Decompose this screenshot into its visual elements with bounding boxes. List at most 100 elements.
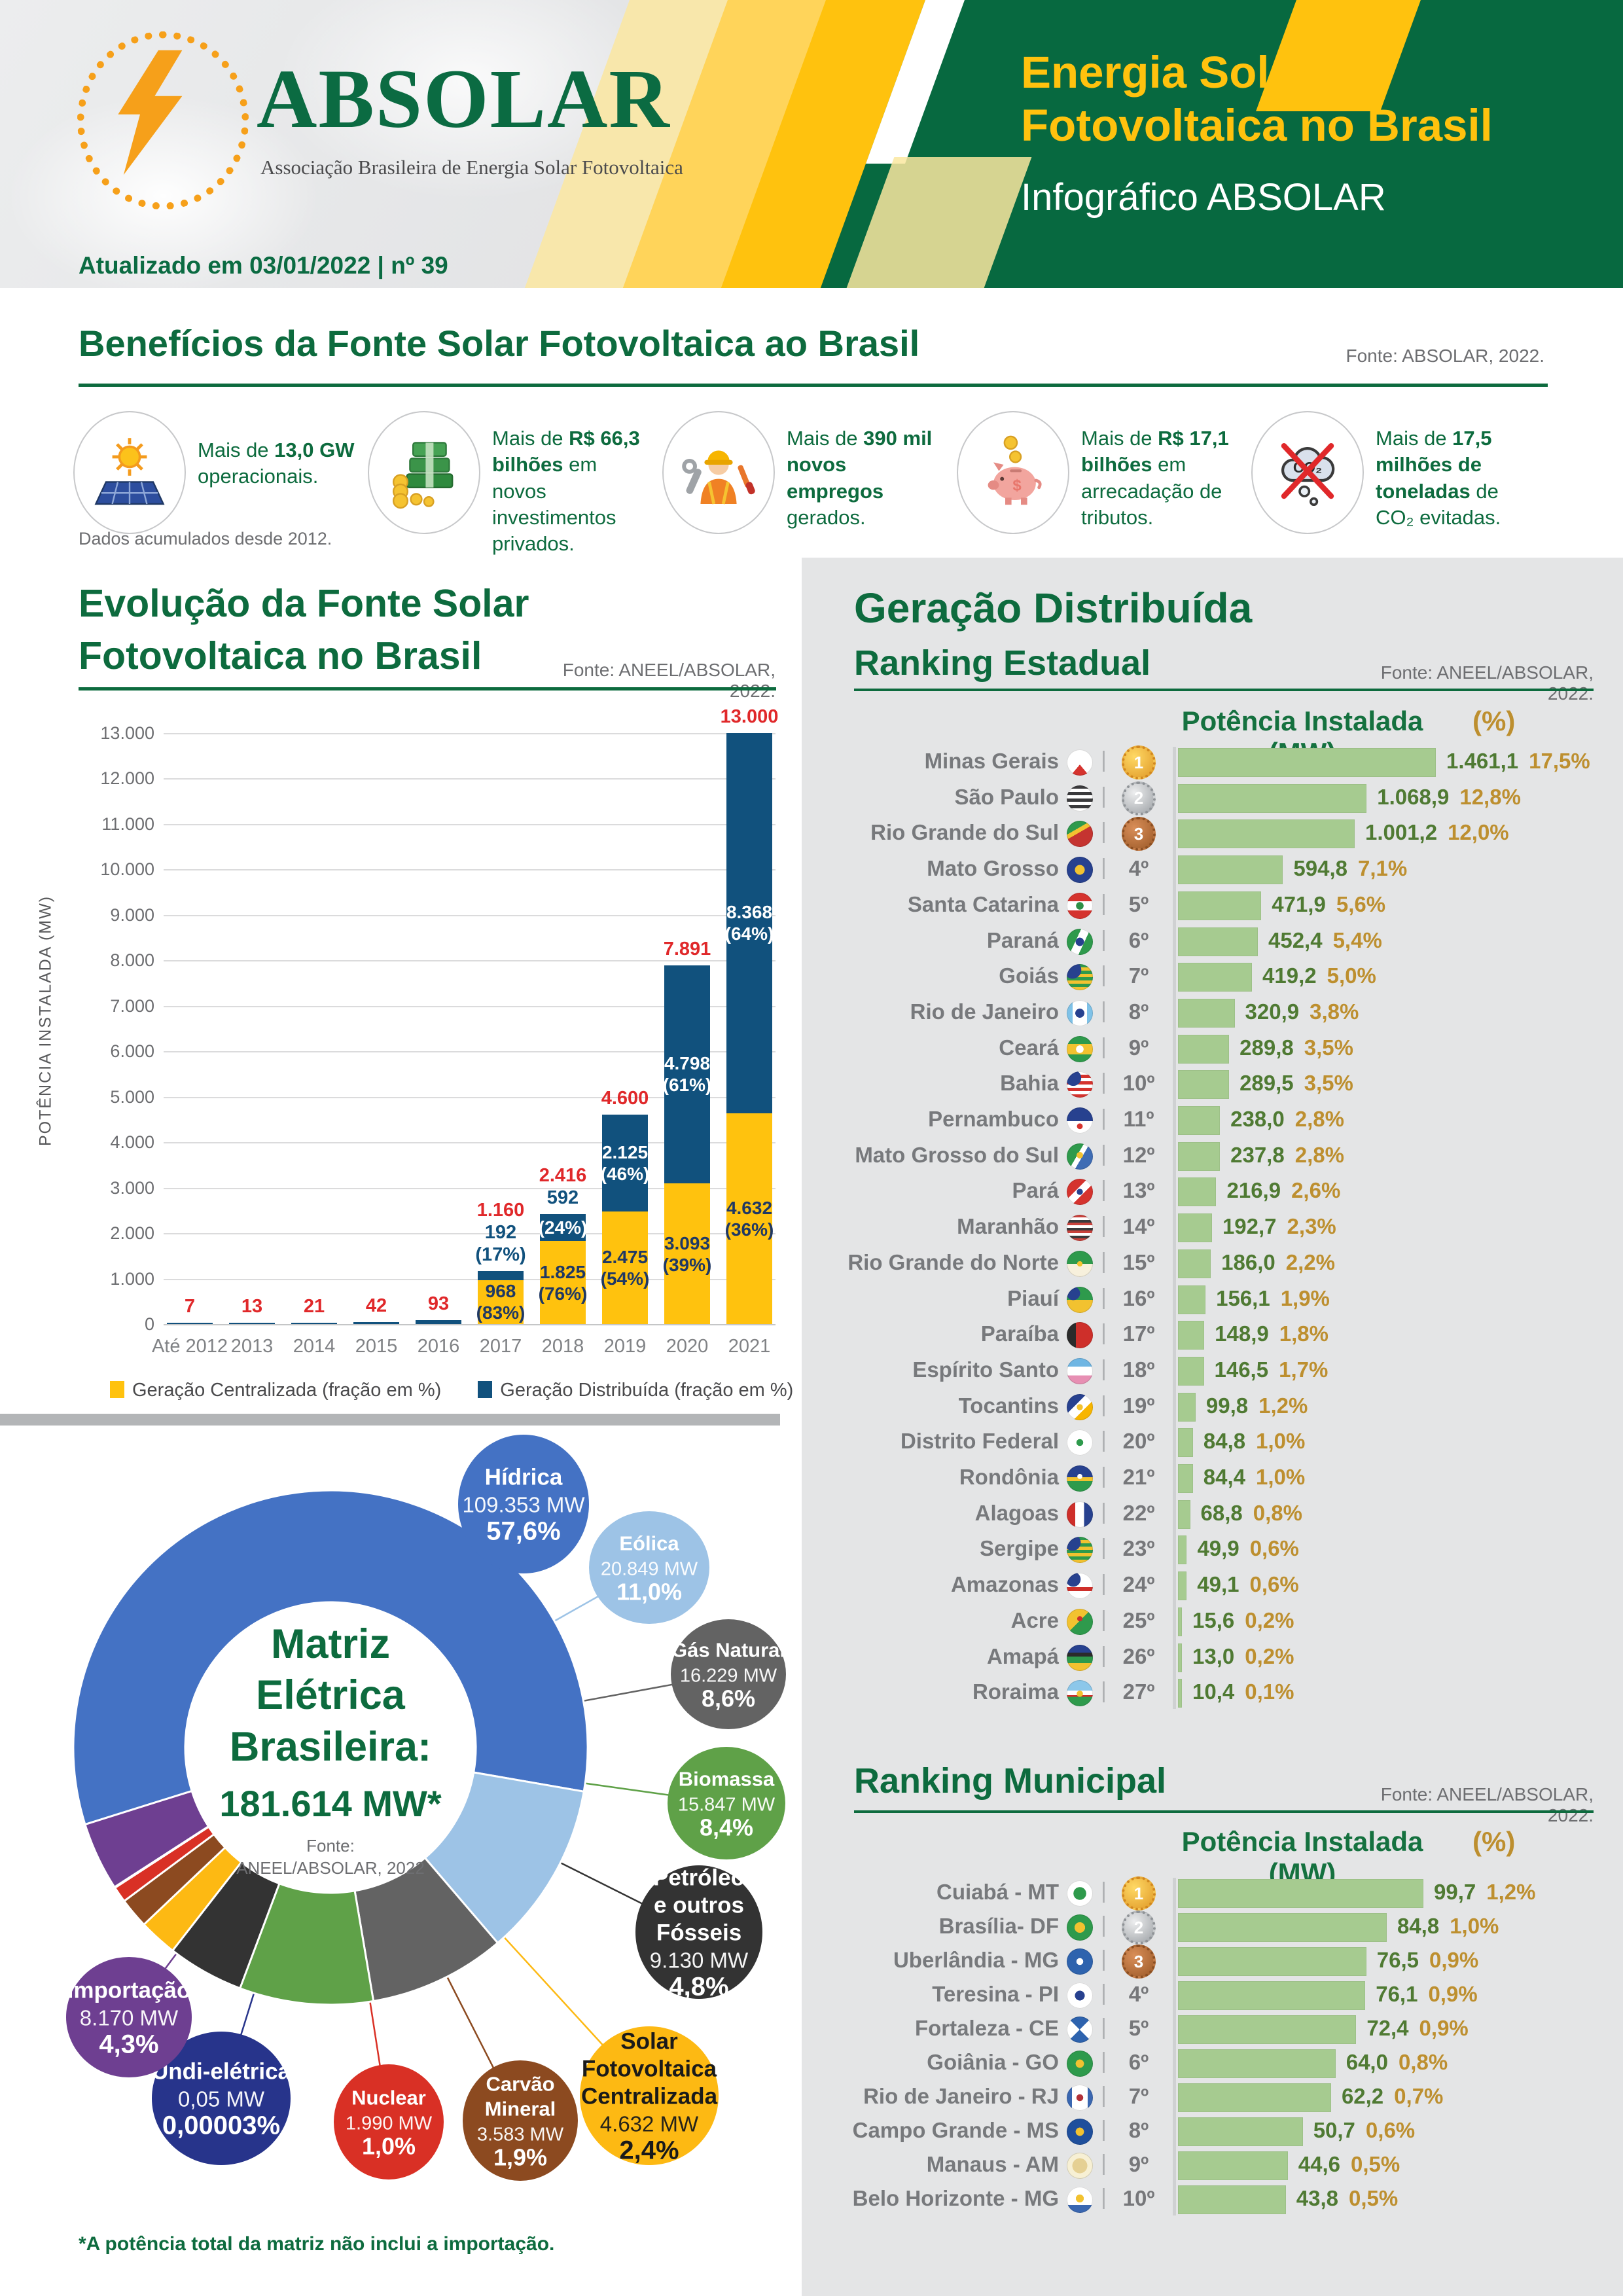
rank-name-Mato Grosso do Sul: Mato Grosso do Sul bbox=[855, 1142, 1059, 1167]
benefit-text-plain: em novos investimentos privados. bbox=[492, 453, 616, 556]
rank-number: 23º bbox=[1122, 1536, 1155, 1561]
bar-label-above: 1.160 bbox=[476, 1200, 525, 1221]
rank-pct-value: 0,1% bbox=[1245, 1679, 1294, 1704]
flag-icon-Pará bbox=[1067, 1179, 1093, 1206]
rank-bar-Goiás bbox=[1178, 963, 1253, 992]
rank-mw-value: 99,7 bbox=[1434, 1880, 1476, 1904]
benefits-title: Benefícios da Fonte Solar Fotovoltaica a… bbox=[79, 323, 920, 364]
bar-gc-2018 bbox=[540, 1241, 586, 1324]
bar-gd-2016 bbox=[416, 1319, 461, 1324]
rank-mw-value: 289,5 bbox=[1240, 1071, 1294, 1096]
bubble-Petróleo e outros Fósseis bbox=[635, 1865, 762, 1999]
rank-number: 22º bbox=[1122, 1500, 1155, 1525]
flag-icon-Espírito Santo bbox=[1067, 1357, 1093, 1384]
rank-values-Rio de Janeiro: 320,9 3,8% bbox=[1245, 999, 1359, 1024]
rank-number: 10º bbox=[1122, 1071, 1155, 1096]
bar-gd-2017 bbox=[478, 1271, 524, 1280]
benefit-item-taxes: $ bbox=[957, 411, 1069, 534]
y-tick-label: 11.000 bbox=[101, 814, 154, 834]
rank-pct-value: 0,9% bbox=[1428, 1982, 1478, 2006]
rank-name-Bahia: Bahia bbox=[1000, 1071, 1059, 1096]
rank-mw-value: 99,8 bbox=[1205, 1393, 1249, 1418]
rank-values-Rio de Janeiro - RJ: 62,2 0,7% bbox=[1342, 2084, 1443, 2109]
rank-values-Uberlândia - MG: 76,5 0,9% bbox=[1377, 1948, 1478, 1973]
bubble-text-Petróleo e outros Fósseis: 4,8% bbox=[669, 1973, 728, 2001]
rank-pipe: | bbox=[1101, 1105, 1107, 1130]
rank-mw-value: 146,5 bbox=[1214, 1357, 1269, 1382]
rank-number: 27º bbox=[1122, 1679, 1155, 1704]
matrix-title: Matriz Elétrica Brasileira: bbox=[230, 1619, 431, 1773]
rank-values-Mato Grosso: 594,8 7,1% bbox=[1293, 856, 1407, 881]
rank-mw-value: 419,2 bbox=[1262, 963, 1317, 988]
rank-values-Rio Grande do Sul: 1.001,2 12,0% bbox=[1365, 820, 1509, 845]
benefit-text-jobs: Mais de 390 mil novos empregos gerados. bbox=[787, 425, 945, 531]
rank-mw-value: 49,1 bbox=[1197, 1572, 1240, 1597]
money-investment-icon bbox=[393, 442, 454, 509]
rank-values-Piauí: 156,1 1,9% bbox=[1216, 1286, 1330, 1311]
rank-number: 7º bbox=[1128, 2084, 1149, 2108]
rank-values-Pará: 216,9 2,6% bbox=[1226, 1178, 1340, 1203]
bubble-Biomassa bbox=[668, 1747, 785, 1859]
rank-name-Cuiabá - MT: Cuiabá - MT bbox=[936, 1880, 1059, 1904]
rank-pipe: | bbox=[1101, 855, 1107, 880]
bubble-Nuclear bbox=[334, 2064, 444, 2179]
rank-name-Tocantins: Tocantins bbox=[958, 1393, 1059, 1418]
flag-icon-Teresina - PI bbox=[1067, 1982, 1093, 2009]
rank-number: 19º bbox=[1122, 1393, 1155, 1418]
flag-icon-Belo Horizonte - MG bbox=[1067, 2187, 1093, 2213]
rank-number: 6º bbox=[1128, 2050, 1149, 2074]
rank-bar-Brasília- DF bbox=[1178, 1913, 1387, 1942]
gridline-4 bbox=[164, 1142, 776, 1143]
co2-avoided-icon: CO₂ bbox=[1281, 443, 1335, 506]
bubble-text-Solar Fotovoltaica Centralizada: 4.632 MW bbox=[600, 2112, 699, 2136]
bubble-text-Solar Fotovoltaica Centralizada: Centralizada bbox=[581, 2084, 718, 2109]
bar-gd-2013 bbox=[229, 1323, 275, 1324]
bar-gd-2015 bbox=[353, 1322, 399, 1324]
rank-mw-value: 156,1 bbox=[1216, 1285, 1270, 1310]
bar-label-gc: 3.093 bbox=[664, 1232, 711, 1253]
legend-swatch-gd bbox=[478, 1381, 493, 1398]
page-title-line1: Energia Solar bbox=[1021, 47, 1312, 98]
bar-label-gc: (39%) bbox=[662, 1254, 712, 1275]
rank-pipe: | bbox=[1101, 1069, 1107, 1095]
benefit-text-taxes: Mais de R$ 17,1 bilhões em arrecadação d… bbox=[1081, 425, 1240, 531]
rank-pct-value: 0,8% bbox=[1253, 1500, 1302, 1525]
bubble-text-Nuclear: 1.990 MW bbox=[346, 2113, 433, 2134]
rank-name-Amazonas: Amazonas bbox=[950, 1572, 1059, 1597]
rank-pct-value: 0,6% bbox=[1249, 1572, 1299, 1597]
bubble-text-Undi-elétrica: Undi-elétrica bbox=[152, 2059, 291, 2085]
rank-mw-value: 452,4 bbox=[1268, 927, 1323, 952]
rank-bar-Acre bbox=[1178, 1607, 1182, 1636]
flag-icon-Santa Catarina bbox=[1067, 892, 1093, 919]
rank-pipe: | bbox=[1101, 1535, 1107, 1560]
rank-pct-value: 1,0% bbox=[1255, 1465, 1306, 1489]
flag-icon-Fortaleza - CE bbox=[1067, 2017, 1093, 2043]
rank-bar-Roraima bbox=[1178, 1679, 1182, 1708]
rank-pipe: | bbox=[1101, 1946, 1107, 1971]
y-tick-label: 3.000 bbox=[110, 1177, 154, 1198]
rank-pipe: | bbox=[1101, 1391, 1107, 1417]
rank-name-Sergipe: Sergipe bbox=[979, 1536, 1059, 1561]
rank-pipe: | bbox=[1101, 2117, 1107, 2142]
rank-mw-value: 471,9 bbox=[1272, 891, 1326, 916]
flag-icon-Paraíba bbox=[1067, 1322, 1093, 1349]
flag-icon-Rondônia bbox=[1067, 1465, 1093, 1492]
rank-name-Rio de Janeiro: Rio de Janeiro bbox=[910, 999, 1059, 1024]
y-tick-label: 1.000 bbox=[110, 1268, 154, 1289]
bar-label-gc: 4.632 bbox=[726, 1198, 773, 1219]
bubble-text-Nuclear: Nuclear bbox=[351, 2086, 426, 2109]
rank-bar-Ceará bbox=[1178, 1034, 1230, 1064]
rank-name-Paraíba: Paraíba bbox=[980, 1321, 1059, 1346]
rank-bar-Rio de Janeiro bbox=[1178, 998, 1235, 1028]
benefit-text-bold: R$ 66,3 bilhões bbox=[492, 427, 640, 476]
legend-label-gd: Geração Distribuída (fração em %) bbox=[500, 1380, 794, 1401]
legend-swatch-gc bbox=[110, 1381, 124, 1398]
x-category-label: 2019 bbox=[603, 1336, 647, 1357]
bubble-text-Carvão Mineral: Carvão bbox=[486, 2072, 554, 2095]
gridline-6 bbox=[164, 1051, 776, 1052]
benefit-item-co2: CO₂ bbox=[1251, 411, 1364, 534]
rank-pct-value: 5,6% bbox=[1336, 891, 1386, 916]
rank-number: 8º bbox=[1128, 2118, 1149, 2142]
svg-text:$: $ bbox=[1012, 477, 1022, 495]
